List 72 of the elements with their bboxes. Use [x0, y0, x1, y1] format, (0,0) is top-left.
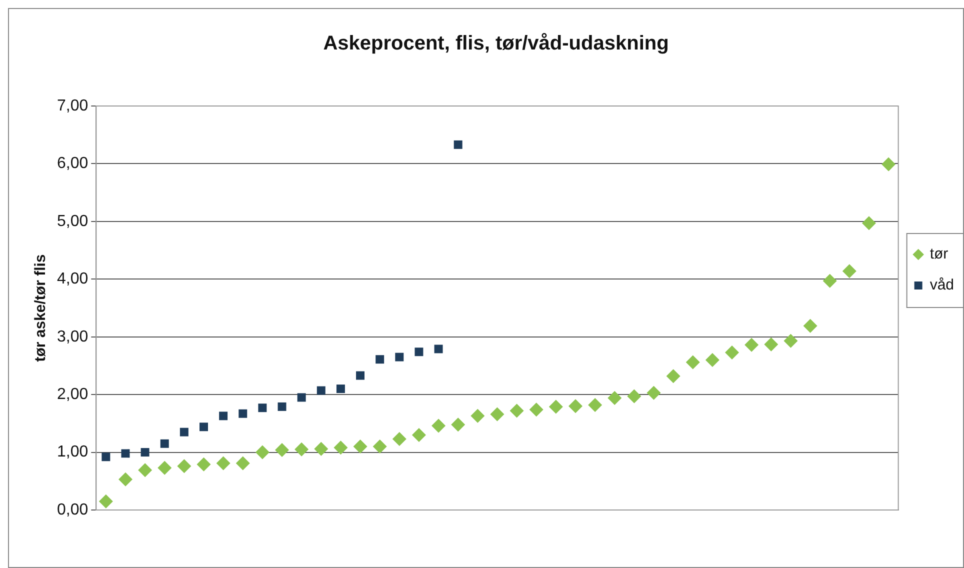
point	[548, 400, 563, 414]
y-tick-label: 4,00	[57, 270, 88, 288]
point	[744, 338, 759, 352]
y-tick-label: 2,00	[57, 386, 88, 403]
point	[454, 140, 462, 149]
point	[278, 402, 286, 411]
point	[842, 264, 856, 278]
point	[297, 393, 306, 402]
point	[255, 445, 270, 460]
point	[764, 337, 778, 352]
point	[568, 399, 582, 414]
point	[510, 404, 524, 418]
point	[490, 407, 504, 422]
point	[686, 355, 700, 370]
point	[177, 459, 192, 474]
point	[121, 449, 130, 458]
point	[666, 369, 680, 384]
point	[216, 456, 230, 470]
point	[608, 391, 622, 406]
point	[882, 157, 896, 172]
y-tick-label: 0,00	[57, 501, 88, 518]
point	[98, 494, 113, 508]
point	[412, 428, 426, 442]
point	[434, 344, 443, 354]
point	[316, 386, 326, 395]
legend-label: tør	[930, 246, 948, 263]
point	[356, 371, 365, 380]
point	[238, 409, 248, 418]
point	[294, 442, 309, 456]
y-tick-label: 1,00	[57, 444, 88, 461]
point	[822, 274, 837, 288]
point	[432, 418, 446, 433]
y-tick-label: 6,00	[57, 155, 88, 172]
point	[102, 452, 110, 462]
y-axis-title: tør aske/tør flis	[32, 254, 50, 362]
y-tick-label: 3,00	[57, 328, 88, 346]
point	[414, 348, 424, 356]
point	[138, 463, 152, 478]
point	[392, 432, 406, 446]
y-tick-label: 7,00	[57, 97, 88, 114]
point	[196, 457, 211, 472]
point	[529, 402, 544, 417]
point	[219, 412, 228, 420]
point	[470, 408, 485, 423]
point	[140, 448, 150, 457]
y-tick-label: 5,00	[57, 212, 88, 230]
point	[236, 456, 250, 470]
point	[258, 404, 267, 412]
point	[180, 428, 188, 436]
point	[314, 442, 328, 456]
point	[160, 439, 169, 448]
point	[588, 398, 602, 412]
point	[784, 334, 798, 348]
point	[705, 352, 720, 367]
point	[862, 216, 876, 230]
point	[334, 440, 348, 455]
point	[451, 418, 466, 432]
point	[336, 384, 345, 394]
point	[118, 472, 132, 486]
point	[372, 440, 387, 454]
point	[158, 460, 172, 475]
point	[200, 422, 208, 432]
point	[376, 355, 384, 364]
point	[627, 389, 642, 404]
chart-title: Askeprocent, flis, tør/våd-udaskning	[323, 32, 669, 55]
point	[646, 386, 661, 400]
point	[353, 440, 368, 454]
point	[395, 352, 404, 362]
point	[803, 318, 818, 333]
point	[725, 345, 740, 360]
legend-label: våd	[930, 276, 954, 294]
point	[275, 442, 290, 457]
